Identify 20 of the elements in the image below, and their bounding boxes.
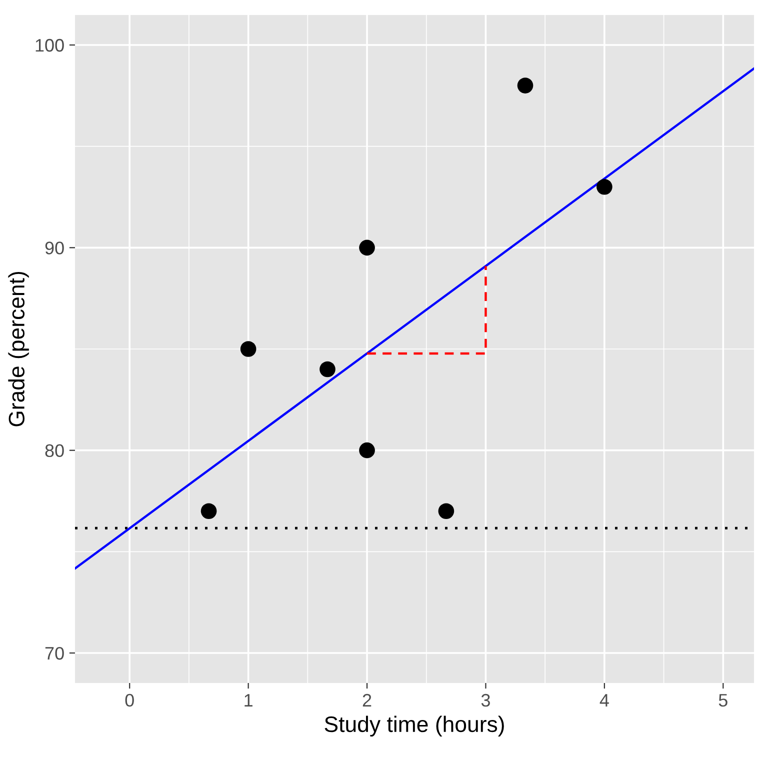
- point: [517, 78, 534, 94]
- x-tick-label: 0: [125, 694, 134, 707]
- point: [438, 503, 454, 520]
- x-tick-label: 2: [362, 694, 372, 706]
- point: [200, 503, 217, 520]
- point: [240, 341, 256, 357]
- point: [359, 240, 375, 256]
- point: [359, 442, 375, 458]
- y-tick-label: 70: [45, 646, 64, 660]
- x-axis-title: Study time (hours): [324, 716, 504, 737]
- x-tick-label: 4: [600, 694, 609, 706]
- y-tick-label: 100: [36, 38, 64, 52]
- y-axis-title: Grade (percent): [8, 272, 29, 426]
- y-tick-label: 80: [45, 444, 64, 458]
- y-tick-label: 90: [45, 242, 64, 254]
- x-tick-label: 5: [718, 694, 728, 707]
- x-tick-label: 3: [481, 694, 490, 707]
- point: [320, 361, 336, 378]
- point: [596, 178, 612, 195]
- x-tick-label: 1: [244, 694, 252, 706]
